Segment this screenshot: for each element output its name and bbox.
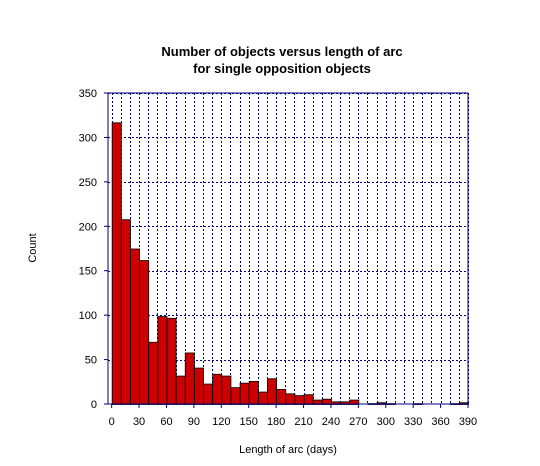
x-tick-label: 210 [294,416,312,428]
bar [111,122,122,405]
plot-frame [107,92,469,405]
y-tick-label: 200 [79,221,97,233]
x-tick-label: 360 [431,416,449,428]
x-tick-label: 120 [212,416,230,428]
bar [193,367,204,405]
x-axis-ticks: 0 30 60 90 120 150 180 210 240 270 300 330 360 390 [109,404,477,428]
bar [248,380,259,405]
x-tick-label: 270 [349,416,367,428]
bar [166,317,177,405]
x-axis-label: Length of arc (days) [239,444,337,456]
y-tick-label: 0 [91,399,97,411]
bar [239,382,250,405]
x-tick-label: 240 [322,416,340,428]
bar [267,378,278,405]
bar [212,373,223,405]
bar [294,395,305,405]
x-tick-label: 330 [404,416,422,428]
y-tick-label: 150 [79,266,97,278]
y-tick-label: 250 [79,177,97,189]
bars [111,122,469,405]
y-axis-ticks: 0 50 100 150 200 250 300 350 [79,88,108,411]
bar [303,394,314,405]
y-tick-label: 300 [79,132,97,144]
x-tick-label: 300 [377,416,395,428]
x-tick-label: 60 [160,416,172,428]
x-tick-label: 90 [188,416,200,428]
y-tick-label: 50 [85,355,97,367]
bar [175,375,186,405]
x-tick-label: 180 [267,416,285,428]
bar [120,219,131,405]
bar [139,260,150,405]
chart-title-line1: Number of objects versus length of arc [161,44,402,59]
bar [184,352,195,405]
x-tick-label: 30 [133,416,145,428]
bar [257,391,268,405]
x-tick-label: 150 [240,416,258,428]
bar [203,383,214,405]
bar [230,387,241,405]
bar [148,341,159,405]
bar [130,248,140,405]
bar [221,375,232,405]
y-tick-label: 350 [79,88,97,100]
chart-title-line2: for single opposition objects [193,61,371,76]
bar [285,393,296,405]
y-axis-label: Count [27,233,39,262]
bar [157,316,168,405]
bar [276,388,287,405]
x-tick-label: 390 [459,416,477,428]
y-tick-label: 100 [79,310,97,322]
x-tick-label: 0 [109,416,115,428]
